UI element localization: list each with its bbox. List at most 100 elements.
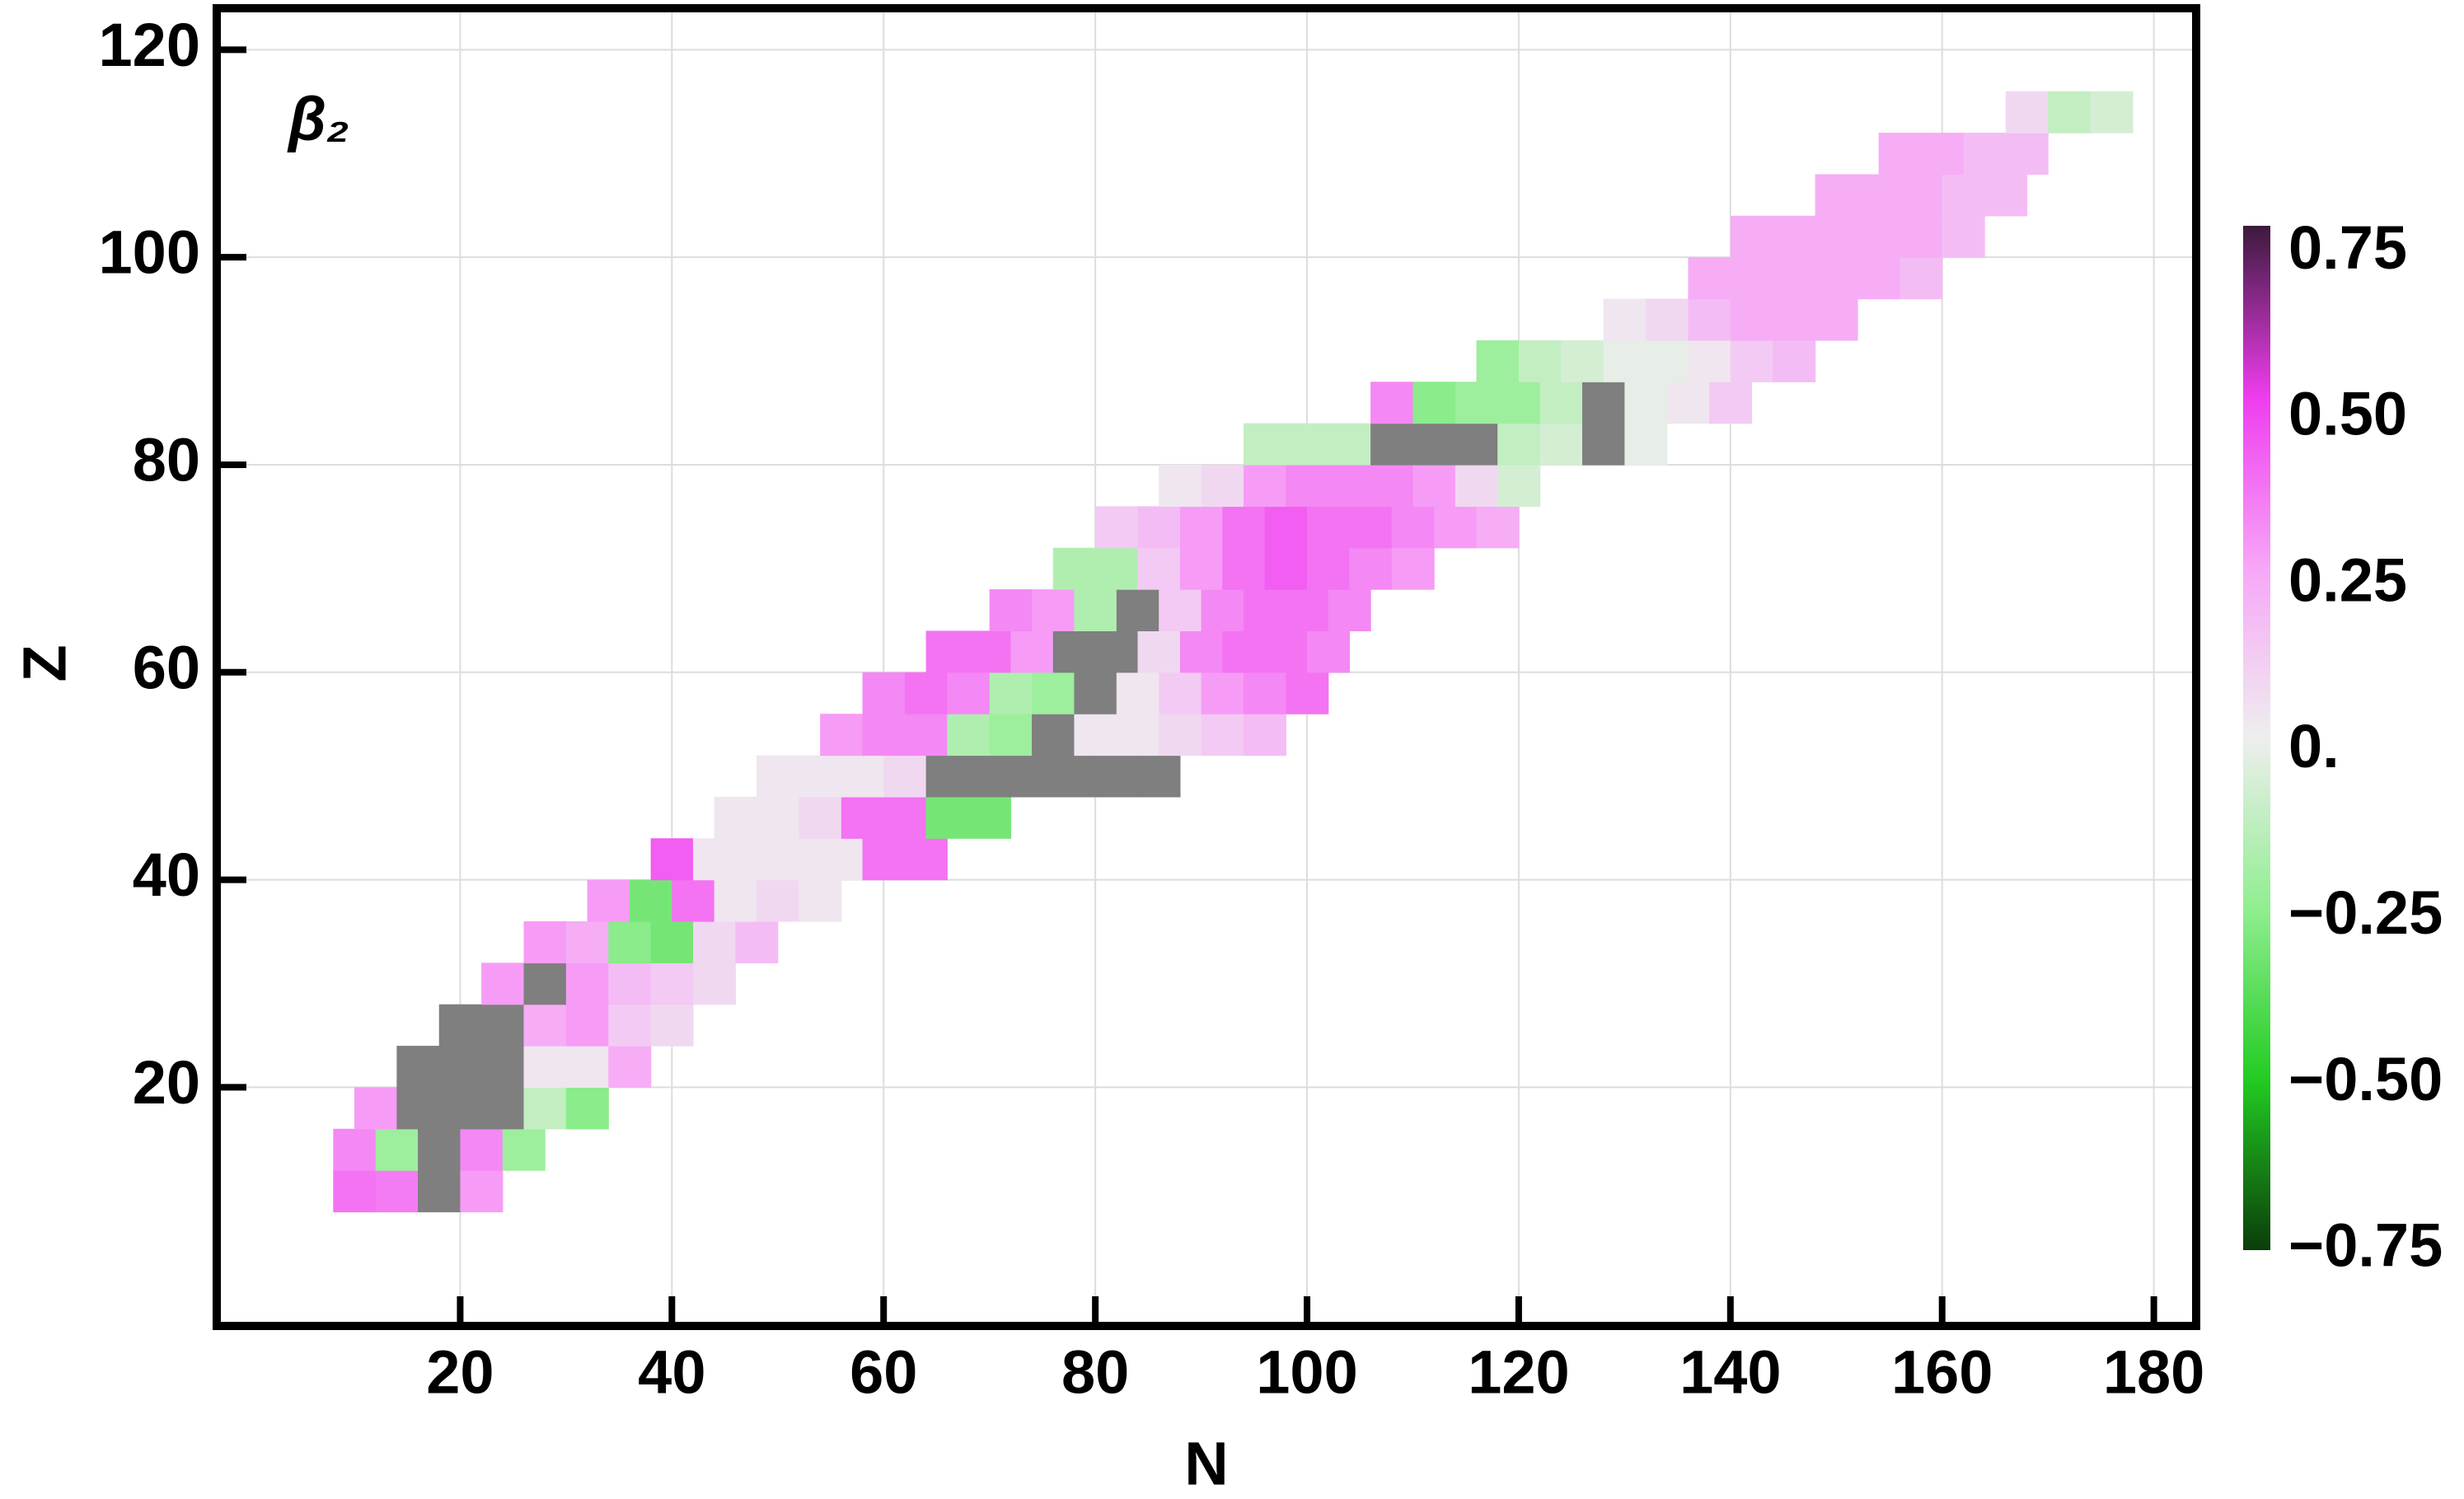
x-tick-label: 160 (1891, 1338, 1993, 1407)
colorbar (2243, 226, 2270, 1250)
heatmap-cell (1074, 589, 1117, 632)
heatmap-cell (438, 1046, 482, 1089)
heatmap-cell (1307, 506, 1351, 549)
heatmap-cell (1730, 298, 1773, 341)
heatmap-cell (1222, 630, 1266, 673)
heatmap-cell (735, 920, 779, 963)
heatmap-cell (1243, 589, 1286, 632)
colorbar-tick-label: 0. (2288, 712, 2340, 780)
heatmap-cell (650, 838, 694, 881)
y-tick-label: 40 (133, 841, 200, 909)
y-tick-label: 20 (133, 1048, 200, 1117)
heatmap-cell (841, 796, 884, 839)
x-tick-label: 180 (2103, 1338, 2204, 1407)
heatmap-cell (1900, 257, 1943, 300)
heatmap-cell (967, 630, 1011, 673)
heatmap-cell (1201, 589, 1244, 632)
heatmap-cell (925, 755, 969, 798)
heatmap-cell (1646, 340, 1689, 382)
heatmap-cell (757, 755, 800, 798)
heatmap-cell (1222, 547, 1266, 590)
heatmap-cell (1137, 630, 1181, 673)
heatmap-cell (1286, 423, 1329, 466)
chart-title: β₂ (287, 85, 349, 153)
heatmap-cell (1159, 589, 1202, 632)
heatmap-cell (1603, 340, 1647, 382)
heatmap-cell (1688, 257, 1731, 300)
x-tick-label: 120 (1468, 1338, 1569, 1407)
heatmap-cell (1391, 506, 1435, 549)
heatmap-cell (650, 920, 694, 963)
heatmap-cell (1624, 382, 1668, 424)
heatmap-cell (1370, 423, 1414, 466)
heatmap-cell (1349, 547, 1393, 590)
heatmap-cell (1243, 714, 1286, 757)
heatmap-cell (1243, 464, 1286, 507)
heatmap-cell (799, 796, 842, 839)
heatmap-cell (1264, 547, 1308, 590)
heatmap-cell (523, 1004, 567, 1047)
heatmap-cell (523, 1087, 567, 1130)
heatmap-cell (1455, 423, 1498, 466)
heatmap-cell (1286, 464, 1329, 507)
heatmap-cell (523, 963, 567, 1005)
heatmap-cell (1286, 589, 1329, 632)
heatmap-cell (1328, 589, 1371, 632)
heatmap-cell (1010, 630, 1054, 673)
heatmap-cell (1137, 755, 1181, 798)
heatmap-cell (1688, 340, 1731, 382)
heatmap-cell (354, 1087, 397, 1130)
heatmap-cell (375, 1128, 419, 1171)
heatmap-cell (862, 714, 906, 757)
heatmap-cell (1137, 506, 1181, 549)
heatmap-cell (608, 1046, 652, 1089)
heatmap-cell (2005, 91, 2049, 134)
x-tick-label: 140 (1679, 1338, 1781, 1407)
plot-frame (213, 4, 2200, 1330)
x-tick-label: 40 (638, 1338, 705, 1407)
heatmap-cell (1095, 630, 1139, 673)
heatmap-cell (1815, 257, 1858, 300)
heatmap-cell (1412, 464, 1456, 507)
heatmap-cell (1349, 506, 1393, 549)
heatmap-cell (481, 1087, 525, 1130)
heatmap-cell (565, 1004, 609, 1047)
colorbar-tick-label: −0.50 (2288, 1045, 2443, 1113)
heatmap-cell (1412, 382, 1456, 424)
heatmap-cell (2048, 91, 2092, 134)
heatmap-cell (1032, 672, 1075, 714)
heatmap-cell (1243, 672, 1286, 714)
colorbar-tick-label: 0.25 (2288, 546, 2407, 614)
heatmap-cell (460, 1170, 504, 1213)
heatmap-cell (1646, 298, 1689, 341)
colorbar-tick-label: 0.50 (2288, 380, 2407, 448)
heatmap-cell (1539, 382, 1583, 424)
heatmap-cell (375, 1170, 419, 1213)
heatmap-cell (565, 1046, 609, 1089)
heatmap-cell (1307, 630, 1351, 673)
heatmap-cell (1095, 506, 1139, 549)
heatmap-cell (418, 1128, 461, 1171)
heatmap-cell (1201, 464, 1244, 507)
heatmap-cell (862, 838, 906, 881)
heatmap-cell (333, 1128, 377, 1171)
heatmap-cell (714, 879, 757, 922)
heatmap-cell (1159, 464, 1202, 507)
heatmap-cell (1921, 133, 1965, 176)
heatmap-cell (1518, 340, 1562, 382)
axes: 20 40 60 80 100 120 140 160 180 20 40 60 80 100 120 0.7… (99, 4, 2443, 1407)
heatmap-cell (460, 1128, 504, 1171)
heatmap-cell (1264, 506, 1308, 549)
heatmap-cell (947, 672, 991, 714)
heatmap-cells (217, 8, 2196, 1326)
heatmap-cell (1497, 423, 1541, 466)
x-tick-label: 100 (1256, 1338, 1357, 1407)
heatmap-cell (841, 755, 884, 798)
heatmap-cell (1455, 382, 1498, 424)
heatmap-cell (396, 1087, 440, 1130)
heatmap-cell (608, 1004, 652, 1047)
x-tick-label: 80 (1061, 1338, 1129, 1407)
heatmap-cell (1666, 382, 1710, 424)
heatmap-cell (714, 796, 757, 839)
